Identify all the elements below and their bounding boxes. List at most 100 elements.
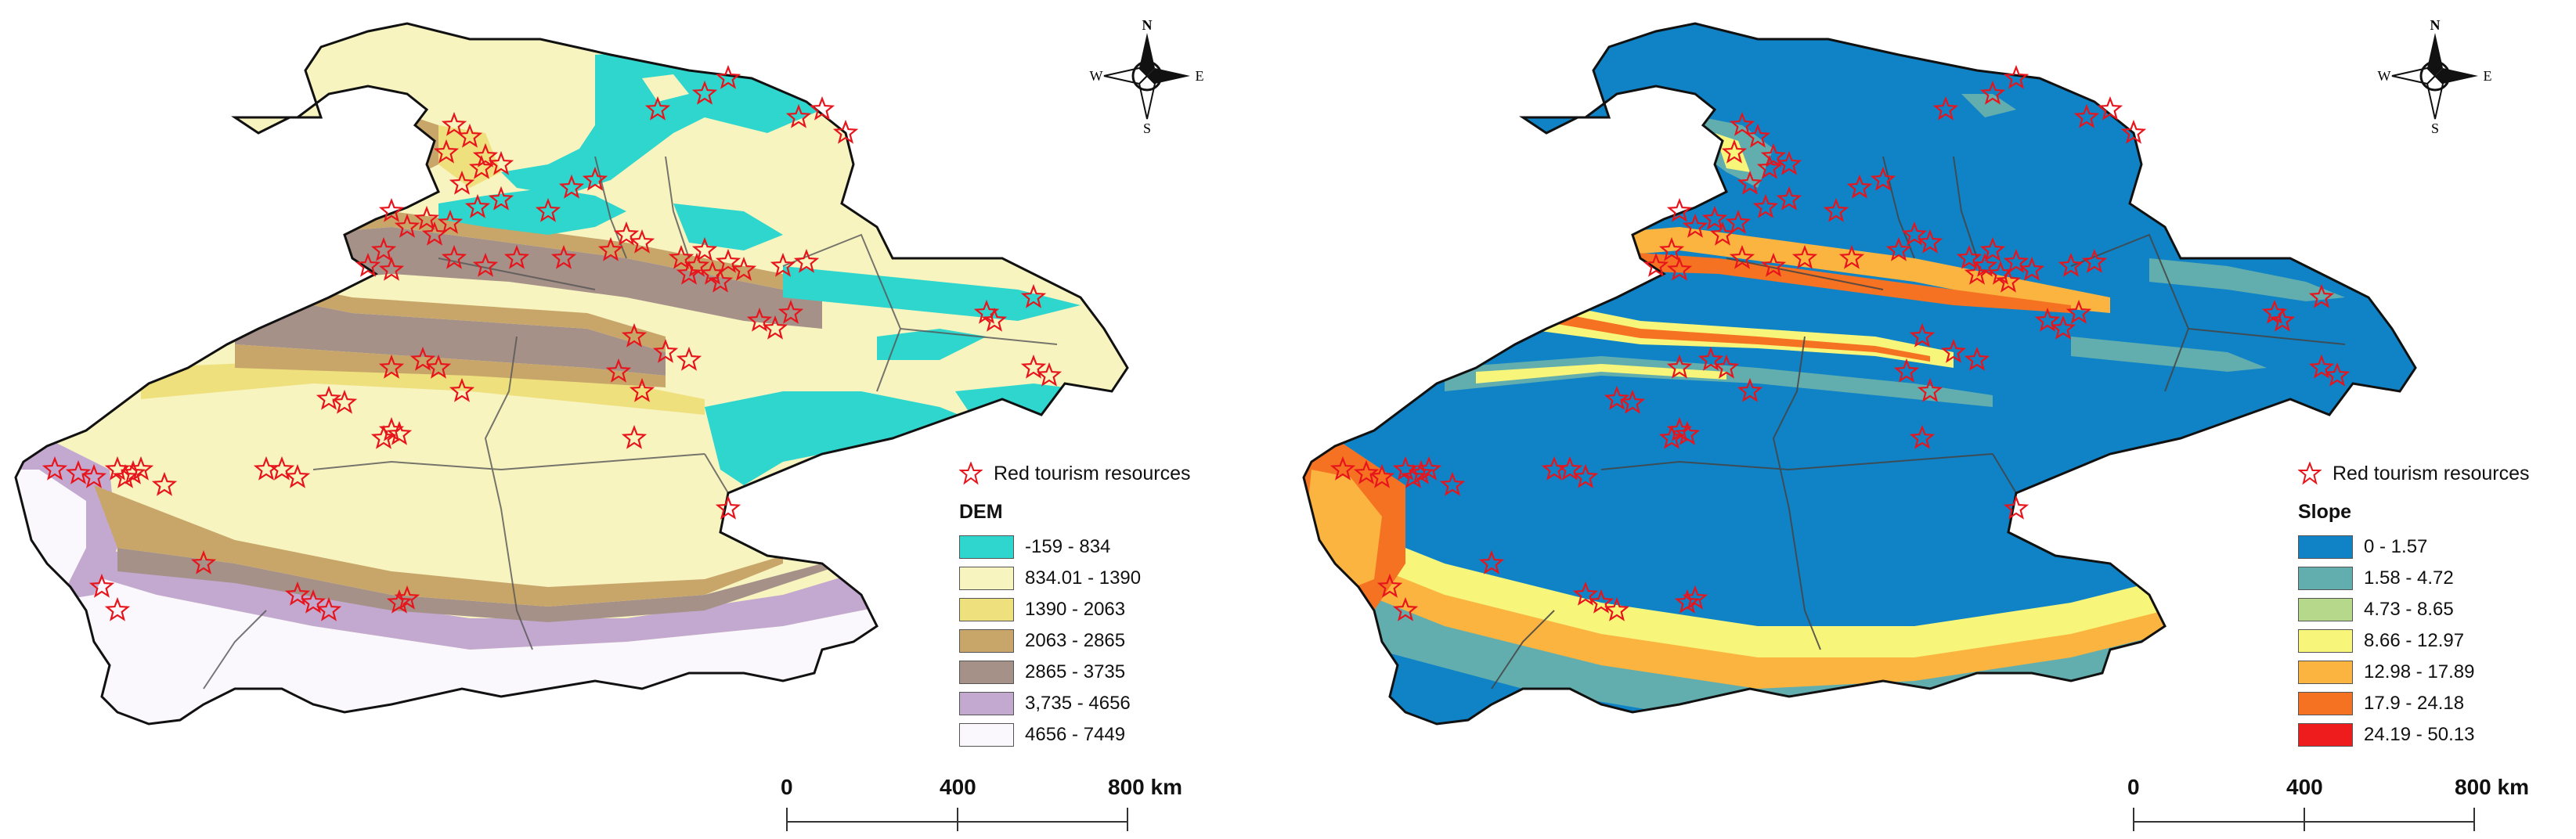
slope-map (1302, 22, 2417, 726)
legend-swatch (959, 661, 1014, 684)
red-tourism-star (1557, 456, 1583, 481)
red-tourism-star (284, 581, 311, 606)
red-tourism-star (1909, 424, 1936, 449)
red-tourism-star (1020, 283, 1047, 308)
north-arrow-icon: N S W E (1090, 17, 1204, 135)
star-icon (2298, 462, 2322, 485)
legend-row: 24.19 - 50.13 (2298, 719, 2529, 751)
red-tourism-star (550, 244, 577, 269)
red-tourism-star (2308, 354, 2335, 379)
red-tourism-star (715, 495, 741, 520)
legend-star-row: Red tourism resources (959, 462, 1190, 485)
legend-row: 12.98 - 17.89 (2298, 657, 2529, 688)
legend-swatch (959, 535, 1014, 559)
red-tourism-star (1400, 463, 1427, 488)
scale-label-800: 800 km (1108, 775, 1182, 799)
red-tourism-star (316, 385, 342, 410)
red-tourism-star (691, 80, 718, 105)
legend-swatch (2298, 692, 2353, 715)
red-tourism-star (1964, 260, 1990, 285)
red-tourism-star (300, 589, 327, 614)
red-tourism-star (1588, 589, 1615, 614)
red-tourism-star (629, 229, 655, 254)
scale-label-800: 800 km (2455, 775, 2529, 799)
red-tourism-star (676, 260, 702, 285)
red-tourism-star (1408, 459, 1434, 484)
red-tourism-star (378, 354, 405, 379)
red-tourism-star (1376, 573, 1403, 598)
slope-legend: Red tourism resources Slope 0 - 1.57 1.5… (2298, 462, 2529, 751)
red-tourism-star (981, 307, 1008, 332)
red-tourism-star (269, 456, 295, 481)
red-tourism-star (1737, 170, 1763, 195)
legend-swatch (959, 723, 1014, 747)
red-tourism-star (1940, 338, 1967, 363)
red-tourism-star (1439, 471, 1466, 496)
red-tourism-star (1709, 221, 1736, 246)
red-tourism-star (1658, 236, 1685, 261)
red-tourism-star (1682, 585, 1708, 610)
red-tourism-star (1713, 354, 1740, 379)
legend-swatch (2298, 567, 2353, 590)
red-tourism-star (1776, 150, 1802, 175)
red-tourism-star (785, 103, 812, 128)
red-tourism-star (1917, 229, 1943, 254)
red-tourism-star (456, 123, 483, 148)
legend-row: 1390 - 2063 (959, 594, 1190, 625)
legend-row: 2865 - 3735 (959, 657, 1190, 688)
red-tourism-star (1956, 244, 1983, 269)
red-tourism-star (1020, 354, 1047, 379)
red-tourism-star (621, 322, 648, 347)
red-tourism-star (386, 589, 413, 614)
slope-star-layer (1329, 64, 2351, 621)
red-tourism-star (2034, 307, 2061, 332)
red-tourism-star (284, 463, 311, 488)
red-tourism-star (1909, 322, 1936, 347)
red-tourism-star (1701, 205, 1728, 230)
red-tourism-star (472, 252, 499, 277)
red-tourism-star (421, 221, 448, 246)
red-tourism-star (1823, 197, 1849, 222)
legend-swatch (2298, 598, 2353, 621)
red-tourism-star (1752, 193, 1779, 218)
red-tourism-star (1392, 596, 1419, 621)
red-tourism-star (2097, 95, 2123, 121)
legend-point-label: Red tourism resources (994, 462, 1191, 484)
red-tourism-star (644, 95, 671, 121)
legend-swatch (959, 598, 1014, 621)
red-tourism-star (770, 252, 796, 277)
red-tourism-star (1725, 209, 1752, 234)
legend-title: Slope (2298, 501, 2352, 523)
compass-n: N (2430, 17, 2441, 33)
legend-swatch (2298, 723, 2353, 747)
red-tourism-star (88, 573, 115, 598)
scale-bar-line (786, 808, 1128, 831)
red-tourism-star (793, 248, 820, 273)
red-tourism-star (1721, 139, 1748, 164)
red-tourism-star (715, 64, 741, 89)
compass-e: E (2484, 68, 2492, 84)
red-tourism-star (2003, 495, 2029, 520)
red-tourism-star (1760, 142, 1787, 167)
red-tourism-star (449, 170, 475, 195)
red-tourism-star (441, 244, 467, 269)
legend-row: 8.66 - 12.97 (2298, 625, 2529, 657)
red-tourism-star (707, 268, 734, 293)
compass-w: W (2378, 68, 2391, 84)
red-tourism-star (472, 142, 499, 167)
red-tourism-star (1572, 463, 1599, 488)
legend-star-row: Red tourism resources (2298, 462, 2529, 485)
compass-s: S (2431, 121, 2439, 135)
red-tourism-star (41, 456, 68, 481)
scale-bar-line (2133, 808, 2475, 831)
red-tourism-star (762, 315, 788, 340)
slope-map-panel: N S W E Red tourism resources Slope 0 - … (1288, 0, 2576, 839)
red-tourism-star (1666, 256, 1693, 281)
legend-row: 4656 - 7449 (959, 719, 1190, 751)
red-tourism-star (1893, 358, 1920, 383)
red-tourism-star (128, 456, 154, 481)
red-tourism-star (394, 213, 420, 238)
red-tourism-star (2003, 248, 2029, 273)
red-tourism-star (832, 119, 859, 144)
red-tourism-star (1979, 80, 2006, 105)
